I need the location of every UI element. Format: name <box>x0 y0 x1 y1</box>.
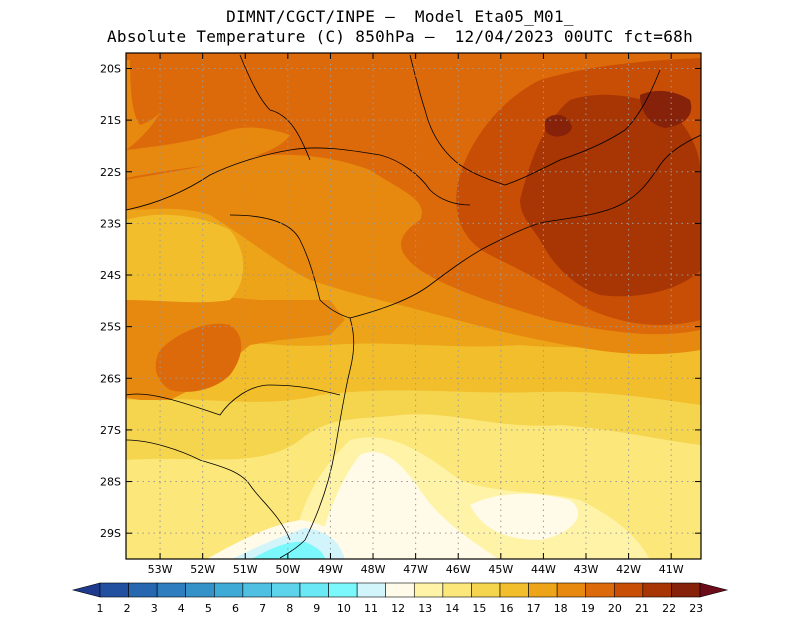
lat-label: 21S <box>100 114 121 127</box>
colorbar-label: 2 <box>124 602 131 615</box>
title-line-2: Absolute Temperature (C) 850hPa – 12/04/… <box>106 27 694 46</box>
lon-label: 47W <box>403 563 428 576</box>
lon-label: 50W <box>275 563 300 576</box>
colorbar-label: 17 <box>527 602 541 615</box>
colorbar-label: 8 <box>286 602 293 615</box>
colorbar-swatch <box>613 582 644 598</box>
colorbar-label: 11 <box>364 602 378 615</box>
colorbar-swatch <box>528 582 558 598</box>
political-boundaries <box>126 54 701 559</box>
colorbar-swatch <box>471 582 501 598</box>
colorbar-label: 18 <box>554 602 568 615</box>
lat-label: 29S <box>100 527 121 540</box>
colorbar-label: 13 <box>418 602 432 615</box>
colorbar-swatch <box>385 582 415 598</box>
colorbar-swatch <box>271 582 301 598</box>
lat-label: 24S <box>100 269 121 282</box>
colorbar-swatch <box>499 582 529 598</box>
title-line-1: DIMNT/CGCT/INPE – Model Eta05_M01_ <box>226 7 574 26</box>
colorbar-swatch <box>556 582 587 598</box>
lat-label: 23S <box>100 217 121 230</box>
lon-label: 44W <box>531 563 556 576</box>
colorbar-swatch <box>185 582 215 598</box>
lat-label: 25S <box>100 321 121 334</box>
lat-label: 20S <box>100 62 121 75</box>
colorbar-label: 12 <box>391 602 405 615</box>
lat-label: 28S <box>100 476 121 489</box>
lon-label: 42W <box>616 563 641 576</box>
colorbar-swatch <box>128 582 158 598</box>
colorbar-label: 14 <box>445 602 459 615</box>
colorbar-swatch <box>299 582 329 598</box>
colorbar-label: 4 <box>178 602 185 615</box>
colorbar-swatch <box>585 582 615 598</box>
lon-label: 53W <box>148 563 173 576</box>
colorbar-swatch <box>99 582 129 598</box>
colorbar-swatch <box>642 582 672 598</box>
colorbar-swatch <box>671 582 701 598</box>
colorbar-label: 21 <box>635 602 649 615</box>
colorbar-label: 23 <box>689 602 703 615</box>
lon-label: 45W <box>488 563 513 576</box>
lon-label: 52W <box>190 563 215 576</box>
map-frame <box>125 52 702 560</box>
lon-label: 41W <box>659 563 684 576</box>
lon-label: 48W <box>361 563 386 576</box>
lon-label: 49W <box>318 563 343 576</box>
axis-ticks: 20S 21S 22S 23S 24S 25S 26S 27S 28S 29S 53W 52W 51W 5… <box>100 53 701 576</box>
colorbar-label: 1 <box>97 602 104 615</box>
colorbar-swatch <box>213 582 244 598</box>
colorbar-label: 10 <box>337 602 351 615</box>
map-grid <box>126 53 701 559</box>
colorbar-swatch <box>242 582 272 598</box>
colorbar-label: 19 <box>581 602 595 615</box>
lon-label: 51W <box>233 563 258 576</box>
lat-label: 22S <box>100 166 121 179</box>
temperature-field <box>126 53 701 559</box>
colorbar: 1 2 3 4 5 6 7 8 9 10 11 12 13 14 15 16 17 18 19 20 21 22 23 <box>71 582 729 615</box>
lon-label: 46W <box>446 563 471 576</box>
lat-label: 26S <box>100 372 121 385</box>
colorbar-label: 15 <box>472 602 486 615</box>
colorbar-swatch <box>413 582 444 598</box>
colorbar-label: 3 <box>151 602 158 615</box>
colorbar-label: 9 <box>313 602 320 615</box>
colorbar-swatch <box>71 582 101 598</box>
colorbar-swatch <box>328 582 358 598</box>
colorbar-label: 6 <box>232 602 239 615</box>
lon-label: 43W <box>574 563 599 576</box>
colorbar-label: 5 <box>205 602 212 615</box>
colorbar-label: 22 <box>662 602 676 615</box>
colorbar-label: 16 <box>500 602 514 615</box>
colorbar-swatch <box>442 582 472 598</box>
lat-label: 27S <box>100 424 121 437</box>
colorbar-swatch <box>699 582 729 598</box>
colorbar-label: 20 <box>608 602 622 615</box>
colorbar-swatch <box>356 582 387 598</box>
colorbar-swatch <box>156 582 187 598</box>
colorbar-label: 7 <box>259 602 266 615</box>
